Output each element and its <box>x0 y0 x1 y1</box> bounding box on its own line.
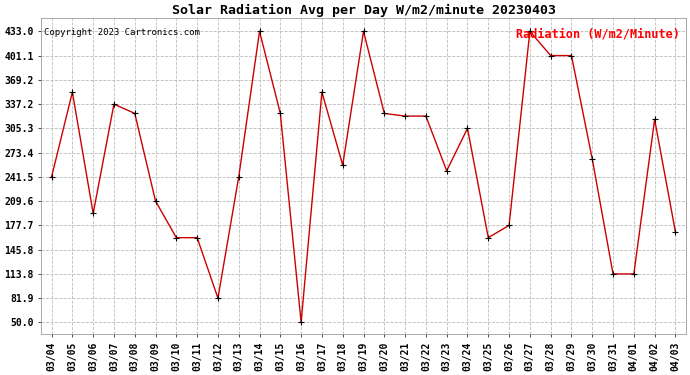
Title: Solar Radiation Avg per Day W/m2/minute 20230403: Solar Radiation Avg per Day W/m2/minute … <box>172 4 555 17</box>
Text: Radiation (W/m2/Minute): Radiation (W/m2/Minute) <box>515 28 680 41</box>
Text: Copyright 2023 Cartronics.com: Copyright 2023 Cartronics.com <box>44 28 200 37</box>
